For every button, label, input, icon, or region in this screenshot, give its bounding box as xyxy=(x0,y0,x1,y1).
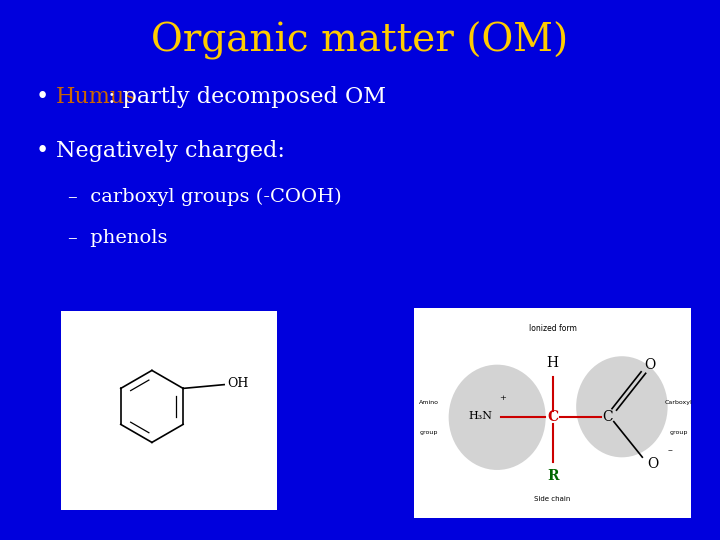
Text: Negatively charged:: Negatively charged: xyxy=(56,140,285,162)
Text: –  phenols: – phenols xyxy=(68,228,168,247)
Text: OH: OH xyxy=(228,376,249,389)
Text: C: C xyxy=(603,410,613,424)
Text: O: O xyxy=(647,457,658,471)
Text: Amino: Amino xyxy=(419,400,439,405)
Text: Carboxyl: Carboxyl xyxy=(665,400,693,405)
Text: : partly decomposed OM: : partly decomposed OM xyxy=(108,86,386,108)
Text: –  carboxyl groups (-COOH): – carboxyl groups (-COOH) xyxy=(68,188,342,206)
FancyBboxPatch shape xyxy=(414,308,691,518)
Ellipse shape xyxy=(449,364,546,470)
Text: •: • xyxy=(36,86,49,108)
Text: R: R xyxy=(547,469,558,483)
Text: C: C xyxy=(547,410,558,424)
Ellipse shape xyxy=(576,356,667,457)
Text: group: group xyxy=(420,429,438,435)
Text: group: group xyxy=(670,429,688,435)
Text: H: H xyxy=(546,355,559,369)
Text: H₃N: H₃N xyxy=(469,411,492,421)
FancyBboxPatch shape xyxy=(61,310,277,510)
Text: +: + xyxy=(499,394,505,402)
Text: Ionized form: Ionized form xyxy=(528,325,577,333)
Text: •: • xyxy=(36,140,49,162)
Text: O: O xyxy=(644,357,655,372)
Text: Side chain: Side chain xyxy=(534,496,571,502)
Text: Humus: Humus xyxy=(56,86,137,108)
Text: Organic matter (OM): Organic matter (OM) xyxy=(151,21,569,60)
Text: –: – xyxy=(668,447,672,456)
